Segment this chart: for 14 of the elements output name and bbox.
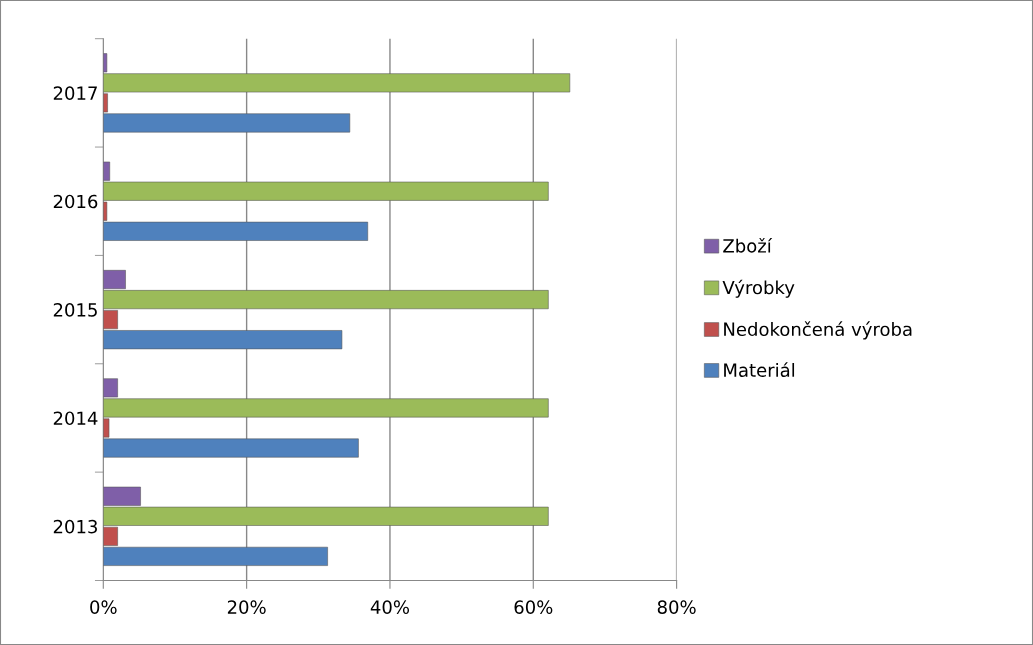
legend-label: Výrobky	[722, 279, 795, 298]
legend-label: Nedokončená výroba	[724, 321, 912, 340]
x-tick-label: 80%	[657, 600, 696, 614]
x-tick-label: 20%	[227, 600, 266, 614]
x-tick-label: 40%	[370, 600, 410, 614]
y-tick-label: 2014	[53, 411, 98, 426]
y-tick-label: 2013	[53, 519, 97, 534]
legend-label: Zboží	[723, 238, 773, 253]
y-tick-label: 2016	[53, 194, 98, 209]
x-tick-label: 60%	[514, 600, 553, 614]
y-tick-label: 2017	[53, 86, 97, 100]
legend-label: Materiál	[724, 362, 795, 377]
x-tick-label: 0%	[90, 600, 117, 614]
y-tick-label: 2015	[53, 303, 97, 317]
